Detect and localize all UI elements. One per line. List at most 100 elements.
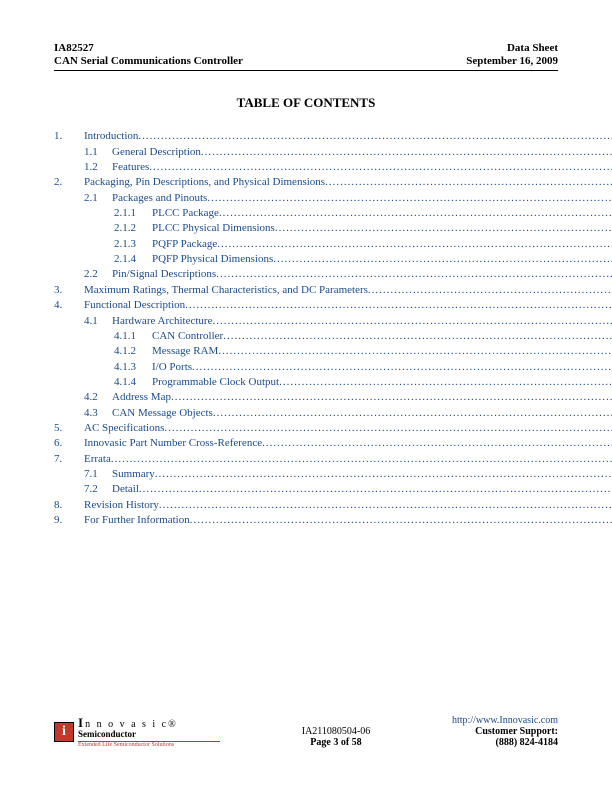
toc-entry[interactable]: 4.1.4Programmable Clock Output30 <box>54 375 558 390</box>
toc-entry[interactable]: 3.Maximum Ratings, Thermal Characteristi… <box>54 283 558 298</box>
logo-mark-icon: i <box>54 722 74 742</box>
logo-subword: Semiconductor <box>78 730 220 739</box>
toc-entry[interactable]: 4.Functional Description28 <box>54 298 558 313</box>
toc-entry[interactable]: 2.1.3PQFP Package12 <box>54 237 558 252</box>
toc-label: Innovasic Part Number Cross-Reference <box>84 436 262 451</box>
toc-leaders <box>185 298 612 313</box>
toc-section-number <box>54 221 84 236</box>
toc-entry[interactable]: 2.Packaging, Pin Descriptions, and Physi… <box>54 175 558 190</box>
page-header: IA82527 CAN Serial Communications Contro… <box>54 42 558 71</box>
toc-section-number <box>54 267 84 282</box>
toc-section-number: 1. <box>54 129 84 144</box>
toc-leaders <box>273 252 612 267</box>
toc-entry[interactable]: 4.1.2Message RAM29 <box>54 344 558 359</box>
page-number: Page 3 of 58 <box>310 737 361 748</box>
toc-leaders <box>275 221 612 236</box>
toc-leaders <box>212 314 612 329</box>
toc-section-number: 8. <box>54 498 84 513</box>
toc-entry[interactable]: 8.Revision History57 <box>54 498 558 513</box>
toc-entry[interactable]: 1.2Features7 <box>54 160 558 175</box>
toc-entry[interactable]: 2.2Pin/Signal Descriptions15 <box>54 267 558 282</box>
toc-entry[interactable]: 4.1Hardware Architecture28 <box>54 314 558 329</box>
toc-leaders <box>223 329 612 344</box>
toc-entry[interactable]: 4.3CAN Message Objects30 <box>54 406 558 421</box>
toc-entry[interactable]: 7.Errata54 <box>54 452 558 467</box>
toc-label: 2.1.1PLCC Package <box>114 206 219 221</box>
toc-section-number <box>54 406 84 421</box>
toc-leaders <box>262 436 612 451</box>
toc-label: For Further Information <box>84 513 190 528</box>
toc-label: Functional Description <box>84 298 185 313</box>
toc-leaders <box>218 344 612 359</box>
toc-label: 2.2Pin/Signal Descriptions <box>84 267 216 282</box>
toc-section-number <box>54 191 84 206</box>
toc-leaders <box>279 375 612 390</box>
toc-section-number <box>54 375 84 390</box>
toc-entry[interactable]: 4.2Address Map30 <box>54 390 558 405</box>
toc-entry[interactable]: 2.1.2PLCC Physical Dimensions11 <box>54 221 558 236</box>
toc-label: Packaging, Pin Descriptions, and Physica… <box>84 175 325 190</box>
toc-label: 2.1Packages and Pinouts <box>84 191 207 206</box>
page-title: TABLE OF CONTENTS <box>54 95 558 111</box>
doc-number: IA211080504-06 <box>302 726 371 737</box>
toc-label: 4.1.3I/O Ports <box>114 360 192 375</box>
toc-section-number: 5. <box>54 421 84 436</box>
toc-label: Errata <box>84 452 111 467</box>
company-url-link[interactable]: http://www.Innovasic.com <box>452 715 558 726</box>
toc-section-number <box>54 314 84 329</box>
toc-entry[interactable]: 1.Introduction6 <box>54 129 558 144</box>
logo-initial: I <box>78 716 85 730</box>
toc-leaders <box>213 406 612 421</box>
logo-text: I n n o v a s i c ® Semiconductor Extend… <box>78 716 220 748</box>
toc-entry[interactable]: 1.1General Description6 <box>54 145 558 160</box>
toc-section-number <box>54 145 84 160</box>
toc-label: 4.1.1CAN Controller <box>114 329 223 344</box>
toc-label: AC Specifications <box>84 421 164 436</box>
footer-center: IA211080504-06 Page 3 of 58 <box>302 726 371 748</box>
table-of-contents: 1.Introduction61.1General Description61.… <box>54 129 558 527</box>
toc-section-number: 4. <box>54 298 84 313</box>
toc-entry[interactable]: 7.2Detail54 <box>54 482 558 497</box>
toc-leaders <box>201 145 612 160</box>
toc-label: 7.1Summary <box>84 467 155 482</box>
toc-label: 2.1.3PQFP Package <box>114 237 217 252</box>
toc-leaders <box>217 237 612 252</box>
toc-leaders <box>149 160 612 175</box>
toc-entry[interactable]: 7.1Summary54 <box>54 467 558 482</box>
toc-section-number: 9. <box>54 513 84 528</box>
toc-label: 4.3CAN Message Objects <box>84 406 213 421</box>
header-left: IA82527 CAN Serial Communications Contro… <box>54 42 243 68</box>
toc-entry[interactable]: 4.1.1CAN Controller29 <box>54 329 558 344</box>
doc-date: September 16, 2009 <box>466 55 558 67</box>
toc-label: 4.1.2Message RAM <box>114 344 218 359</box>
doc-type: Data Sheet <box>507 42 558 54</box>
toc-label: 4.1.4Programmable Clock Output <box>114 375 279 390</box>
toc-leaders <box>216 267 612 282</box>
support-label: Customer Support: <box>475 726 558 737</box>
toc-label: 7.2Detail <box>84 482 139 497</box>
page-footer: i I n n o v a s i c ® Semiconductor Exte… <box>54 715 558 748</box>
toc-leaders <box>139 482 612 497</box>
toc-label: Maximum Ratings, Thermal Characteristics… <box>84 283 368 298</box>
toc-label: 1.1General Description <box>84 145 201 160</box>
support-phone: (888) 824-4184 <box>496 737 559 748</box>
toc-entry[interactable]: 2.1.4PQFP Physical Dimensions14 <box>54 252 558 267</box>
toc-section-number <box>54 329 84 344</box>
toc-section-number <box>54 482 84 497</box>
toc-leaders <box>111 452 612 467</box>
toc-leaders <box>171 390 612 405</box>
toc-entry[interactable]: 9.For Further Information58 <box>54 513 558 528</box>
toc-entry[interactable]: 5.AC Specifications33 <box>54 421 558 436</box>
toc-entry[interactable]: 2.1Packages and Pinouts8 <box>54 191 558 206</box>
header-right: Data Sheet September 16, 2009 <box>466 42 558 68</box>
registered-mark: ® <box>168 720 178 731</box>
product-name: CAN Serial Communications Controller <box>54 55 243 67</box>
toc-section-number <box>54 467 84 482</box>
toc-entry[interactable]: 6.Innovasic Part Number Cross-Reference5… <box>54 436 558 451</box>
toc-entry[interactable]: 2.1.1PLCC Package9 <box>54 206 558 221</box>
company-logo: i I n n o v a s i c ® Semiconductor Exte… <box>54 716 220 748</box>
toc-leaders <box>159 498 612 513</box>
toc-section-number <box>54 252 84 267</box>
toc-label: 4.2Address Map <box>84 390 171 405</box>
toc-entry[interactable]: 4.1.3I/O Ports30 <box>54 360 558 375</box>
